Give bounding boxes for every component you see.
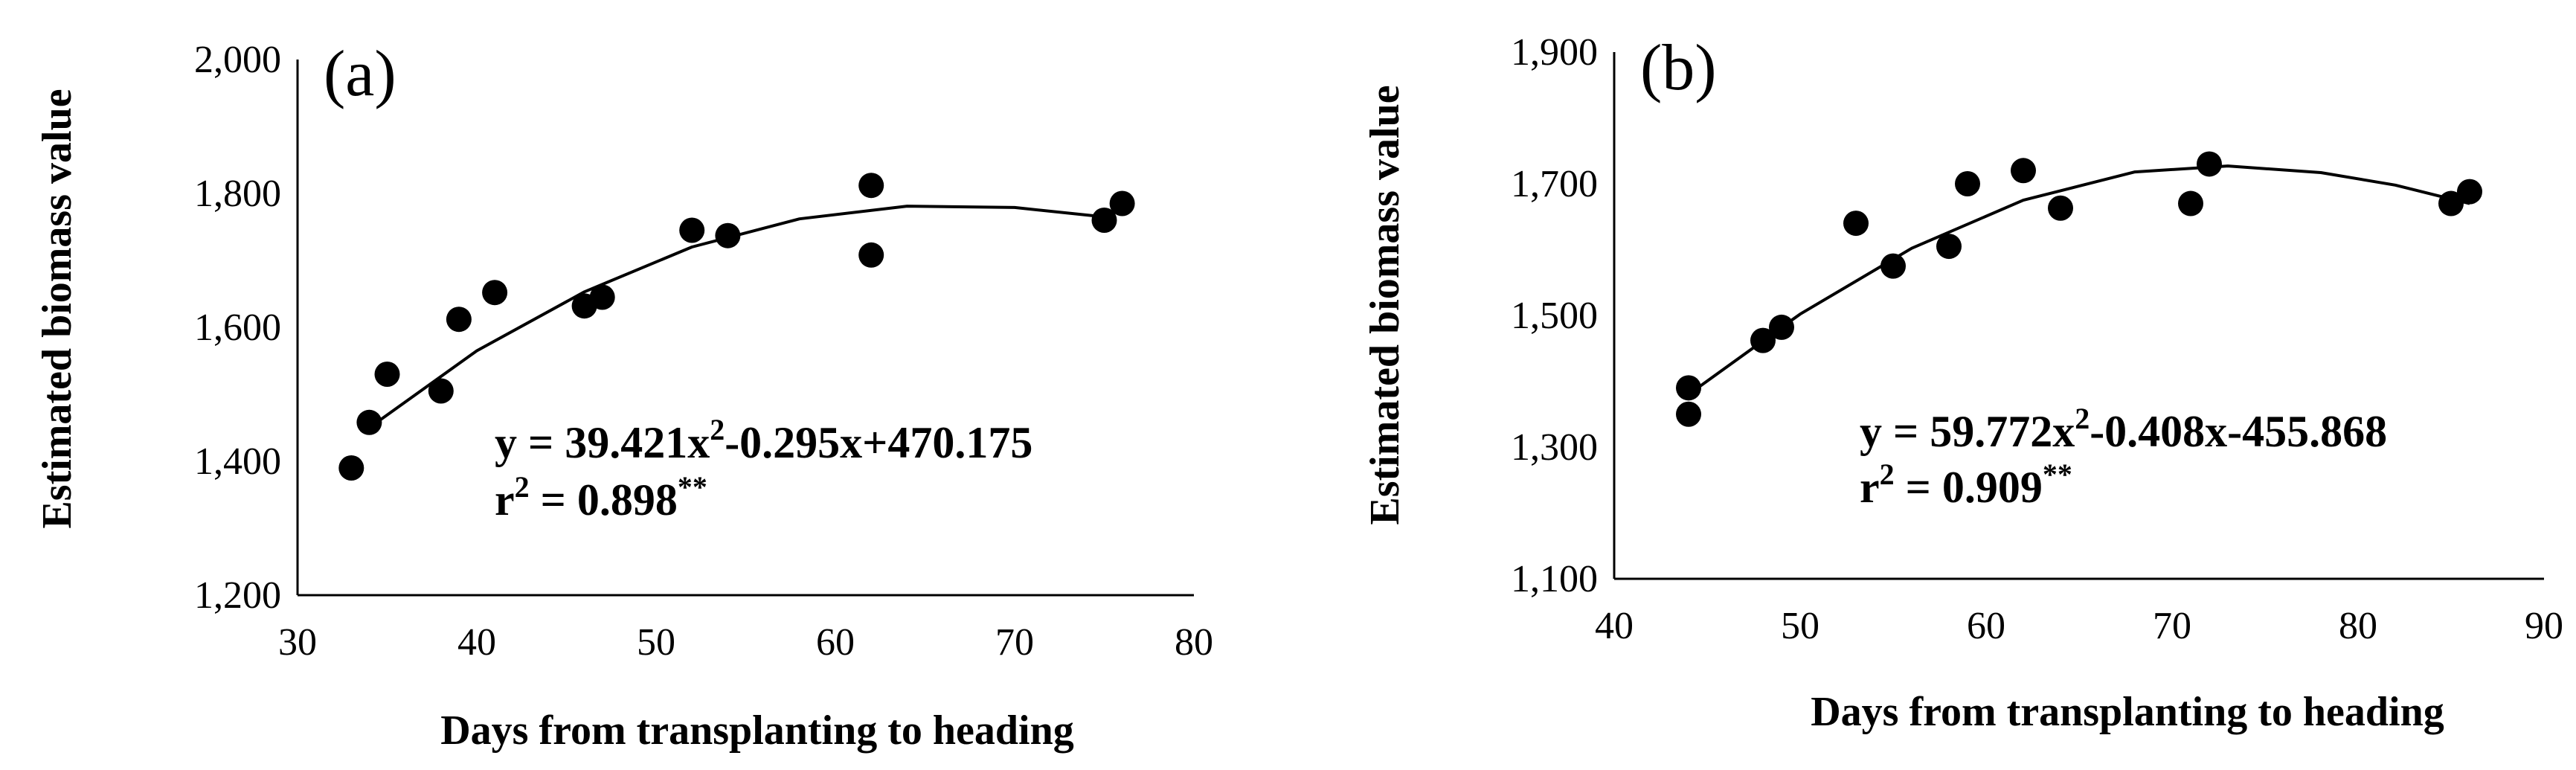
chart-a-data-point bbox=[482, 280, 508, 306]
chart-a-data-point bbox=[1109, 190, 1135, 216]
chart-a-x-tick-label: 50 bbox=[637, 621, 675, 664]
chart-a-equation: y = 39.421x2-0.295x+470.175 bbox=[495, 413, 1032, 467]
chart-a-x-axis-title: Days from transplanting to heading bbox=[440, 708, 1074, 754]
chart-a-data-point bbox=[715, 222, 741, 248]
chart-b-y-tick-label: 1,700 bbox=[1511, 163, 1598, 205]
chart-a-data-point bbox=[858, 242, 884, 268]
chart-a-x-tick-label: 80 bbox=[1175, 621, 1213, 664]
chart-b-equation: y = 59.772x2-0.408x-455.868 bbox=[1860, 402, 2387, 456]
chart-b-data-point bbox=[1676, 401, 1701, 427]
chart-b-data-point bbox=[2178, 190, 2203, 216]
chart-a-data-point bbox=[356, 409, 382, 435]
chart-a-y-axis-title: Estimated biomass value bbox=[34, 89, 80, 528]
chart-a-x-tick-label: 30 bbox=[278, 621, 317, 664]
chart-a-r-squared: r2 = 0.898** bbox=[495, 470, 707, 524]
chart-b-data-point bbox=[2197, 151, 2222, 177]
chart-b-x-tick-label: 90 bbox=[2525, 605, 2563, 647]
chart-a-data-point bbox=[374, 362, 400, 387]
chart-b-data-point bbox=[1769, 314, 1794, 340]
chart-a-data-point bbox=[858, 173, 884, 199]
chart-b-y-tick-label: 1,100 bbox=[1511, 558, 1598, 600]
chart-b-data-point bbox=[2048, 195, 2073, 221]
chart-a-r2-value: = 0.898 bbox=[530, 475, 678, 524]
chart-b-data-point bbox=[2457, 179, 2482, 205]
chart-b-r-squared: r2 = 0.909** bbox=[1860, 458, 2072, 512]
chart-b-r2-pre: r bbox=[1860, 463, 1880, 512]
chart-b-trendline bbox=[1687, 164, 2470, 396]
chart-a-x-tick-label: 60 bbox=[816, 621, 855, 664]
chart-a-r2-stars: ** bbox=[678, 470, 707, 504]
chart-b-x-tick-label: 80 bbox=[2339, 605, 2377, 647]
chart-b-equation-pre: y = 59.772x bbox=[1860, 407, 2075, 456]
chart-a-data-point bbox=[679, 217, 705, 243]
chart-b-x-tick-label: 60 bbox=[1967, 605, 2005, 647]
chart-b-equation-post: -0.408x-455.868 bbox=[2090, 407, 2387, 456]
chart-b-marks: 1,100 1,300 1,500 1,700 1,900 40 50 60 70 80 90 bbox=[1511, 31, 2563, 647]
chart-a-equation-post: -0.295x+470.175 bbox=[725, 418, 1032, 467]
chart-a-marks: 1,200 1,400 1,600 1,800 2,000 30 40 50 60 70 80 bbox=[194, 39, 1213, 664]
chart-b-equation-sup: 2 bbox=[2075, 402, 2090, 435]
chart-b-x-tick-label: 70 bbox=[2153, 605, 2191, 647]
chart-b-x-axis-title: Days from transplanting to heading bbox=[1811, 689, 2444, 735]
chart-a-y-tick-label: 1,600 bbox=[194, 307, 281, 349]
chart-a-y-tick-label: 2,000 bbox=[194, 39, 281, 81]
chart-a-data-point bbox=[1091, 208, 1117, 233]
chart-b-data-point bbox=[2011, 158, 2036, 184]
chart-a-data-point bbox=[446, 307, 472, 333]
chart-a-trendline bbox=[368, 205, 1105, 429]
chart-a-r2-sup: 2 bbox=[515, 470, 530, 504]
chart-a-r2-pre: r bbox=[495, 475, 515, 524]
chart-b-r2-stars: ** bbox=[2043, 458, 2072, 491]
chart-b-y-axis-title: Estimated biomass value bbox=[1362, 85, 1408, 524]
chart-b-data-point bbox=[1955, 171, 1980, 196]
chart-b-y-tick-label: 1,300 bbox=[1511, 426, 1598, 469]
chart-a-data-point bbox=[589, 284, 615, 310]
chart-b-data-point bbox=[2438, 190, 2464, 216]
chart-a-y-tick-label: 1,400 bbox=[194, 440, 281, 483]
chart-a-equation-sup: 2 bbox=[710, 413, 725, 446]
chart-b-data-point bbox=[1676, 375, 1701, 401]
chart-b-y-tick-label: 1,500 bbox=[1511, 295, 1598, 337]
chart-a-panel-label: (a) bbox=[324, 38, 396, 110]
chart-b-data-point bbox=[1880, 253, 1906, 279]
chart-b-x-tick-label: 50 bbox=[1781, 605, 1819, 647]
chart-b-y-tick-label: 1,900 bbox=[1511, 31, 1598, 74]
chart-b-panel-label: (b) bbox=[1640, 32, 1717, 104]
chart-b-data-point bbox=[1843, 211, 1869, 237]
chart-panel-b: 1,100 1,300 1,500 1,700 1,900 40 50 60 70 80 90 (b… bbox=[1362, 31, 2563, 735]
chart-b-x-tick-label: 40 bbox=[1595, 605, 1634, 647]
chart-a-y-tick-label: 1,800 bbox=[194, 173, 281, 215]
chart-b-r2-sup: 2 bbox=[1880, 458, 1895, 491]
chart-a-data-point bbox=[338, 455, 364, 481]
chart-b-data-point bbox=[1750, 327, 1776, 353]
chart-a-equation-pre: y = 39.421x bbox=[495, 418, 710, 467]
chart-panel-a: 1,200 1,400 1,600 1,800 2,000 30 40 50 60 70 80 (a… bbox=[34, 38, 1213, 754]
chart-b-r2-value: = 0.909 bbox=[1895, 463, 2043, 512]
chart-a-x-tick-label: 40 bbox=[457, 621, 496, 664]
chart-a-x-tick-label: 70 bbox=[995, 621, 1034, 664]
chart-a-y-tick-label: 1,200 bbox=[194, 574, 281, 617]
chart-b-data-point bbox=[1936, 234, 1962, 260]
chart-a-data-point bbox=[428, 378, 454, 404]
